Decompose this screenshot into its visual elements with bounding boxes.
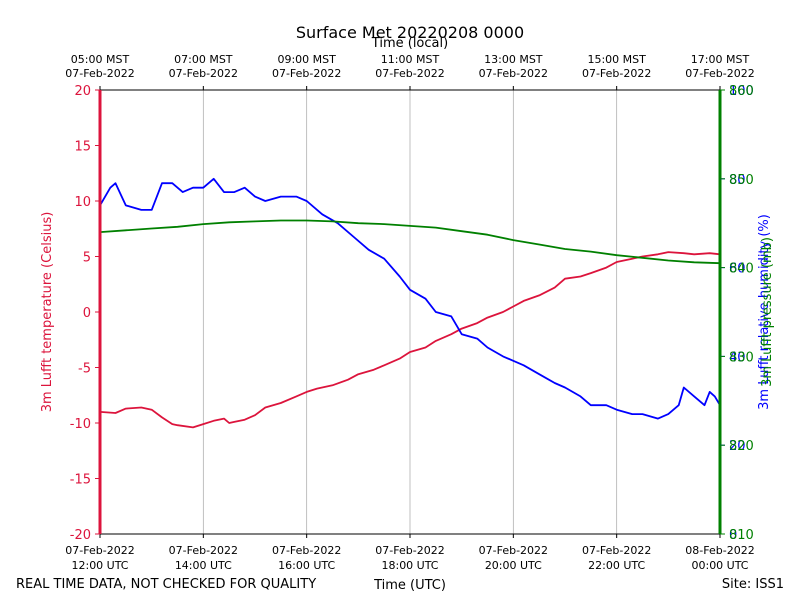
top-tick-label-date: 07-Feb-2022 [169, 67, 238, 80]
left-axis-tick-label: -5 [78, 362, 91, 377]
left-axis-tick-label: -20 [70, 528, 91, 543]
right-axis-tick-label: 820 [729, 439, 754, 454]
series-line-2 [99, 177, 721, 420]
top-tick-label-date: 07-Feb-2022 [375, 67, 444, 80]
series-layer [99, 177, 721, 429]
top-tick-label-time: 11:00 MST [381, 53, 440, 66]
left-axis-label: 3m Lufft temperature (Celsius) [40, 212, 55, 413]
bottom-tick-label-date: 07-Feb-2022 [272, 544, 341, 557]
bottom-tick-label-date: 07-Feb-2022 [582, 544, 651, 557]
top-tick-label-date: 07-Feb-2022 [479, 67, 548, 80]
left-axis-tick-label: 5 [83, 251, 91, 266]
bottom-tick-label-date: 08-Feb-2022 [685, 544, 754, 557]
bottom-tick-label-time: 20:00 UTC [485, 559, 542, 572]
bottom-tick-label-date: 07-Feb-2022 [479, 544, 548, 557]
bottom-tick-label-time: 18:00 UTC [381, 559, 438, 572]
bottom-tick-label-date: 07-Feb-2022 [169, 544, 238, 557]
bottom-tick-label-time: 16:00 UTC [278, 559, 335, 572]
top-tick-label-date: 07-Feb-2022 [685, 67, 754, 80]
footer-site: Site: ISS1 [722, 577, 784, 592]
right-axis-tick-label: 40 [729, 350, 746, 365]
top-tick-label-date: 07-Feb-2022 [65, 67, 134, 80]
top-tick-label-time: 07:00 MST [174, 53, 233, 66]
top-tick-label-time: 13:00 MST [484, 53, 543, 66]
top-tick-label-time: 15:00 MST [587, 53, 646, 66]
right-axis-tick-label: 850 [729, 173, 754, 188]
top-tick-label-date: 07-Feb-2022 [582, 67, 651, 80]
right-axis-label-1: 3m Lufft relative humidity (%) [757, 214, 772, 410]
bottom-tick-label-date: 07-Feb-2022 [65, 544, 134, 557]
series-line-3 [99, 219, 721, 265]
top-tick-label-time: 09:00 MST [277, 53, 336, 66]
bottom-tick-label-time: 12:00 UTC [71, 559, 128, 572]
right-axis-tick-label: 60 [729, 262, 746, 277]
right-axis-tick-label: 810 [729, 528, 754, 543]
bottom-tick-label-time: 22:00 UTC [588, 559, 645, 572]
series-line-1 [99, 251, 721, 429]
bottom-tick-label-time: 00:00 UTC [691, 559, 748, 572]
left-axis-tick-label: 10 [74, 195, 91, 210]
right-axis-tick-label: 830 [729, 350, 754, 365]
chart-title: Surface Met 20220208 0000 [296, 23, 524, 42]
footer-quality-note: REAL TIME DATA, NOT CHECKED FOR QUALITY [16, 577, 316, 592]
bottom-tick-label-date: 07-Feb-2022 [375, 544, 444, 557]
top-tick-label-time: 05:00 MST [71, 53, 130, 66]
x-axis-label: Time (UTC) [373, 578, 446, 593]
left-axis-tick-label: 0 [83, 306, 91, 321]
top-tick-label-date: 07-Feb-2022 [272, 67, 341, 80]
right-axis-tick-label: 0 [729, 528, 737, 543]
left-axis-tick-label: -15 [70, 473, 91, 488]
right-axis-tick-label: 100 [729, 84, 754, 99]
left-axis-tick-label: -10 [70, 417, 91, 432]
right-axis-tick-label: 860 [729, 84, 754, 99]
vertical-gridlines [99, 90, 721, 534]
right-axis-label-2: 3m Lufft pressure (mb) [760, 237, 775, 387]
right-axis-tick-label: 80 [729, 173, 746, 188]
bottom-tick-label-time: 14:00 UTC [175, 559, 232, 572]
left-axis-tick-label: 15 [74, 140, 91, 155]
top-tick-label-time: 17:00 MST [691, 53, 750, 66]
left-axis-tick-label: 20 [74, 84, 91, 99]
axes-layer: 07-Feb-2022 12:00 UTC 07-Feb-2022 14:00 UTC… [40, 53, 775, 572]
right-axis-tick-label: 840 [729, 262, 754, 277]
right-axis-tick-label: 20 [729, 439, 746, 454]
top-axis-label: Time (local) [371, 36, 448, 51]
